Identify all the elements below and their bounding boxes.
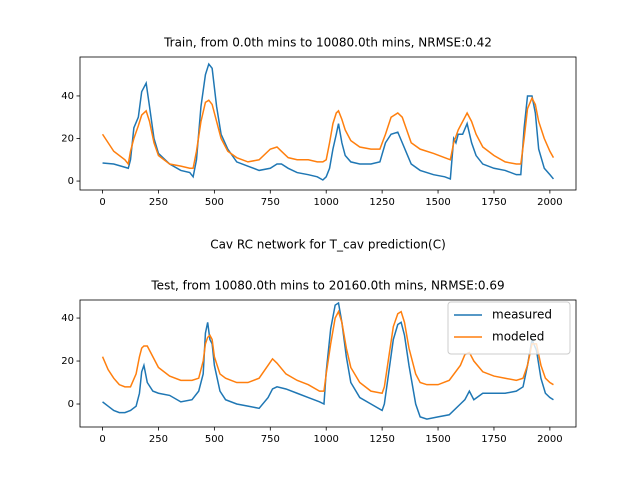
y-tick-label: 40 bbox=[61, 91, 74, 102]
x-tick-label: 0 bbox=[99, 434, 105, 445]
data-line bbox=[101, 309, 554, 395]
x-tick-label: 1250 bbox=[369, 434, 394, 445]
x-tick-label: 1000 bbox=[313, 197, 338, 208]
y-tick-label: 20 bbox=[61, 134, 74, 145]
x-tick-label: 2000 bbox=[537, 197, 562, 208]
x-tick-label: 750 bbox=[261, 197, 280, 208]
x-tick-label: 1500 bbox=[425, 434, 450, 445]
x-tick-label: 500 bbox=[205, 197, 224, 208]
x-tick-label: 500 bbox=[205, 434, 224, 445]
x-tick-label: 250 bbox=[149, 197, 168, 208]
legend-label: measured bbox=[492, 308, 552, 322]
data-line bbox=[101, 96, 555, 170]
data-line bbox=[102, 301, 554, 420]
y-tick-label: 40 bbox=[61, 313, 74, 324]
x-tick-label: 1000 bbox=[313, 434, 338, 445]
x-tick-label: 1500 bbox=[425, 197, 450, 208]
axes-frame bbox=[79, 299, 577, 428]
legend-label: modeled bbox=[492, 330, 544, 344]
chart-title: Test, from 10080.0th mins to 20160.0th m… bbox=[150, 279, 504, 293]
chart-title: Train, from 0.0th mins to 10080.0th mins… bbox=[163, 36, 492, 50]
y-tick-label: 0 bbox=[68, 176, 74, 187]
x-tick-label: 750 bbox=[261, 434, 280, 445]
x-tick-label: 1250 bbox=[369, 197, 394, 208]
y-tick-label: 20 bbox=[61, 356, 74, 367]
x-tick-label: 250 bbox=[149, 434, 168, 445]
x-tick-label: 1750 bbox=[481, 197, 506, 208]
axes-frame bbox=[79, 56, 577, 191]
x-tick-label: 0 bbox=[99, 197, 105, 208]
y-tick-label: 0 bbox=[68, 399, 74, 410]
x-tick-label: 1750 bbox=[481, 434, 506, 445]
data-line bbox=[102, 62, 555, 181]
x-tick-label: 2000 bbox=[537, 434, 562, 445]
figure-title: Cav RC network for T_cav prediction(C) bbox=[210, 238, 446, 252]
